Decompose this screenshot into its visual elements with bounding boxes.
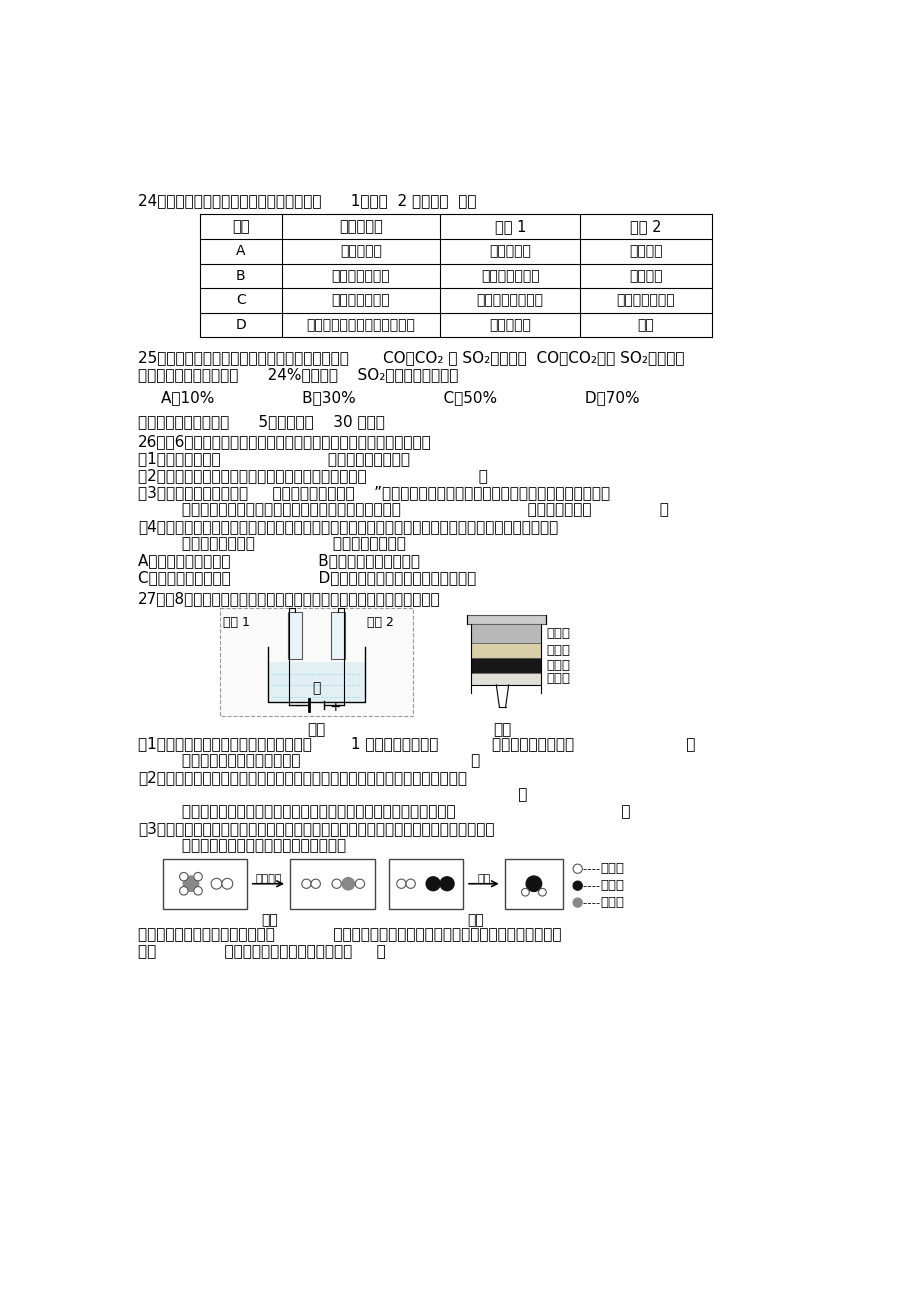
Text: 活性炭: 活性炭 <box>545 659 569 672</box>
Text: 一定条件: 一定条件 <box>255 874 281 884</box>
Text: 点燃: 点燃 <box>477 874 490 884</box>
Text: 体中碳元素的质量分数为      24%，则其中    SO₂的质量分数可能是: 体中碳元素的质量分数为 24%，则其中 SO₂的质量分数可能是 <box>138 366 459 382</box>
Circle shape <box>355 879 364 888</box>
Bar <box>289 859 375 909</box>
Circle shape <box>221 879 233 889</box>
Text: 氧原子: 氧原子 <box>599 879 623 892</box>
Text: 二、填空题（本题包括      5道小题，共    30 分。）: 二、填空题（本题包括 5道小题，共 30 分。） <box>138 415 385 429</box>
Text: B: B <box>236 269 245 283</box>
Text: 氢原子: 氢原子 <box>599 862 623 875</box>
Bar <box>163 859 246 909</box>
Text: 图一: 图一 <box>261 913 278 927</box>
Text: C．大力发展火力发电                  D．优化建筑设计，研制新型保温材料: C．大力发展火力发电 D．优化建筑设计，研制新型保温材料 <box>138 570 476 585</box>
Text: （1）煎、天然气和                      通常称为化石燃料。: （1）煎、天然气和 通常称为化石燃料。 <box>138 451 410 467</box>
Text: 加热蕲发: 加热蕲发 <box>629 244 662 258</box>
Text: 26．（6分）随着经济的发展，能源和环境日益成为人们关注的焦点。: 26．（6分）随着经济的发展，能源和环境日益成为人们关注的焦点。 <box>138 434 432 450</box>
Circle shape <box>210 879 221 889</box>
Circle shape <box>425 876 439 891</box>
Text: 比为              （计算结果用最简整数比表示）     。: 比为 （计算结果用最简整数比表示） 。 <box>138 944 386 960</box>
Text: 观察颜色: 观察颜色 <box>629 269 662 283</box>
Text: -: - <box>295 700 300 715</box>
Text: 选项: 选项 <box>232 219 249 233</box>
Text: 学反应，反应的微观过程可用下图表示：: 学反应，反应的微观过程可用下图表示： <box>138 838 346 853</box>
Bar <box>471 657 540 673</box>
Text: 石英沙: 石英沙 <box>545 644 569 657</box>
Text: 试用 1: 试用 1 <box>223 617 250 629</box>
Text: 27．（8分）水是生命之源，人类的日常生活与工农业生产都离不开水。: 27．（8分）水是生命之源，人类的日常生活与工农业生产都离不开水。 <box>138 592 440 606</box>
Text: （3）氢气燃烧产物是水，被认为是最清洁的燃料，其制备及燃烧的过程中会发生如下化: （3）氢气燃烧产物是水，被认为是最清洁的燃料，其制备及燃烧的过程中会发生如下化 <box>138 822 494 836</box>
Circle shape <box>332 879 341 888</box>
Text: 经过此净水器得到的水仍然不是纯水，若想得到纯水可采用的方法是                                  。: 经过此净水器得到的水仍然不是纯水，若想得到纯水可采用的方法是 。 <box>138 805 630 819</box>
Text: 25．原煎（含硫元素）在氧气中不完全燃烧会生成       CO、CO₂ 和 SO₂。若测得  CO、CO₂、和 SO₂的混合气: 25．原煎（含硫元素）在氧气中不完全燃烧会生成 CO、CO₂ 和 SO₂。若测得… <box>138 349 684 365</box>
Text: 滴加澄清石灰水: 滴加澄清石灰水 <box>481 269 539 283</box>
Circle shape <box>405 879 414 888</box>
Text: D: D <box>235 318 246 333</box>
Text: A．少用一次性的木筷                  B．用完电器后抜採插头: A．少用一次性的木筷 B．用完电器后抜採插头 <box>138 553 420 569</box>
Bar <box>471 643 540 657</box>
Text: 一氧化碳和甲烷: 一氧化碳和甲烷 <box>332 269 390 283</box>
Text: +: + <box>329 700 341 715</box>
Bar <box>466 614 545 623</box>
Bar <box>288 613 301 659</box>
Circle shape <box>573 882 582 891</box>
Circle shape <box>194 887 202 895</box>
Circle shape <box>342 878 354 889</box>
Circle shape <box>521 888 528 896</box>
Text: 。: 。 <box>138 788 528 802</box>
Text: A．10%                  B．30%                  C．50%                  D．70%: A．10% B．30% C．50% D．70% <box>162 390 640 404</box>
Text: 图乙: 图乙 <box>493 722 511 738</box>
Text: 硫、一氧化碳的排放，这些物质中会引起温室效应的是                          ；造成酸雨的是              。: 硫、一氧化碳的排放，这些物质中会引起温室效应的是 ；造成酸雨的是 。 <box>138 502 668 518</box>
Text: C: C <box>236 293 245 308</box>
Circle shape <box>573 898 582 908</box>
Circle shape <box>179 872 187 882</box>
Text: 滴加稀盐酸: 滴加稀盐酸 <box>489 318 530 333</box>
Text: （2）小刺自制了一个简易净水器（如图乙）净化雨水，其中活性炭的主要作用是: （2）小刺自制了一个简易净水器（如图乙）净化雨水，其中活性炭的主要作用是 <box>138 771 467 785</box>
Text: 碳原子: 碳原子 <box>599 896 623 909</box>
Text: 莓松棉: 莓松棉 <box>545 673 569 686</box>
Circle shape <box>396 879 405 888</box>
Bar <box>471 623 540 643</box>
Circle shape <box>183 876 199 892</box>
Bar <box>505 859 562 909</box>
Text: 氧气和二氧化碳: 氧气和二氧化碳 <box>332 293 390 308</box>
Text: 灸烧: 灸烧 <box>637 318 653 333</box>
Text: 软水和硬水: 软水和硬水 <box>340 244 381 258</box>
Text: 图甲: 图甲 <box>307 722 325 738</box>
Circle shape <box>311 879 320 888</box>
Text: 成的。该反应的化学方程式是                                   。: 成的。该反应的化学方程式是 。 <box>138 754 480 768</box>
Text: 低碳生活理念的是                （填字母序号）。: 低碳生活理念的是 （填字母序号）。 <box>138 536 405 552</box>
Text: 水: 水 <box>312 682 321 695</box>
Text: 鉴别的物质: 鉴别的物质 <box>339 219 382 233</box>
Text: 24．鉴别日常生活中的下列各组物质，操作      1和操作  2 均有错误  的是: 24．鉴别日常生活中的下列各组物质，操作 1和操作 2 均有错误 的是 <box>138 193 476 209</box>
Text: 伸入燃着的木条: 伸入燃着的木条 <box>616 293 675 308</box>
Circle shape <box>573 865 582 874</box>
Text: （4）低碳生活是指生活中要尽量减少能量消耗和材料消耗，从而降低二氧化碳的排放量。下列做法符合: （4）低碳生活是指生活中要尽量减少能量消耗和材料消耗，从而降低二氧化碳的排放量。… <box>138 519 558 535</box>
Text: （3）上海世博会的主题是     城市，让生活更美好    ”。世博园内使用电动车，有效地减少了二氧化碳、二氧化: （3）上海世博会的主题是 城市，让生活更美好 ”。世博园内使用电动车，有效地减少… <box>138 485 609 501</box>
Text: 滴加紫色石蕊试液: 滴加紫色石蕊试液 <box>476 293 543 308</box>
Bar <box>471 673 540 685</box>
Circle shape <box>301 879 311 888</box>
Text: 试管 2: 试管 2 <box>367 617 393 629</box>
Text: 操作 1: 操作 1 <box>494 219 526 233</box>
Circle shape <box>194 872 202 882</box>
Circle shape <box>538 888 546 896</box>
Text: 小卵石: 小卵石 <box>545 627 569 640</box>
Text: （1）如图甲所示，通电一段时间后，试管        1 中所收集的气体为           ，该实验说明水是由                       : （1）如图甲所示，通电一段时间后，试管 1 中所收集的气体为 ，该实验说明水是由 <box>138 737 695 751</box>
Circle shape <box>439 876 454 891</box>
Text: A: A <box>236 244 245 258</box>
Text: 图一和图二所出现的物质中，共有            种含有氢元素的化合物，参加反应的甲烷与生成水的质量: 图一和图二所出现的物质中，共有 种含有氢元素的化合物，参加反应的甲烷与生成水的质… <box>138 927 562 943</box>
Bar <box>268 662 364 703</box>
Circle shape <box>526 876 541 892</box>
Text: 滴加肥皂水: 滴加肥皂水 <box>489 244 530 258</box>
Text: 真黄金和假黄金（铜锡合金）: 真黄金和假黄金（铜锡合金） <box>306 318 415 333</box>
Text: 图二: 图二 <box>467 913 484 927</box>
Bar <box>331 613 345 659</box>
Text: （2）煎块燃烧时，将煎块粉碎成煎粉是为了使煎与空气                       。: （2）煎块燃烧时，将煎块粉碎成煎粉是为了使煎与空气 。 <box>138 468 488 484</box>
Bar <box>220 609 413 716</box>
Bar <box>389 859 462 909</box>
Text: 操作 2: 操作 2 <box>630 219 661 233</box>
Circle shape <box>179 887 187 895</box>
